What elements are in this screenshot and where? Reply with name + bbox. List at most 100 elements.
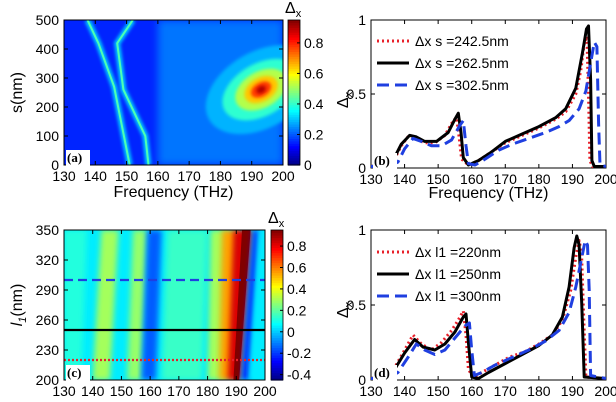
panel-a-colorbar-swatch [288,36,300,40]
panel-c-colorbar-swatch [271,237,283,241]
panel-b-legend-entry: Δx s =262.5nm [415,55,509,71]
panel-a-colorbar-swatch [288,109,300,113]
panel-b-legend-entry: Δx s =242.5nm [415,33,509,49]
panel-c-xtick-label: 160 [138,383,162,399]
panel-a-colorbar-swatch [288,148,300,152]
panel-c-colorbar-swatch [271,325,283,329]
panel-c-colorbar-swatch [271,317,283,321]
panel-c-colorbar-swatch [271,267,283,271]
panel-a-colorbar-swatch [288,49,300,53]
panel-b-ytick-label: 1 [358,12,366,28]
panel-c-colorbar-swatch [271,330,283,334]
panel-a-colorbar-swatch [288,128,300,132]
panel-c-band [233,230,251,380]
panel-b-xtick-label: 160 [460,171,484,187]
panel-c-colorbar-swatch [271,340,283,344]
panel-a-colorbar-swatch [288,138,300,142]
panel-c-colorbar-swatch [271,310,283,314]
panel-c-colorbar-swatch [271,262,283,266]
panel-a-colorbar-swatch [288,82,300,86]
panel-a-ytick-label: 100 [36,128,60,144]
panel-c-colorbar-swatch [271,367,283,371]
panel-c-colorbar-swatch [271,377,283,381]
panel-a-label: (a) [67,150,82,165]
panel-c-colorbar-swatch [271,295,283,299]
panel-a-colorbar-swatch [288,162,300,166]
panel-c-frame [63,229,266,381]
panel-b-label: (b) [374,153,390,168]
panel-c-colorbar-swatch [271,275,283,279]
panel-c-ytick-label: 320 [36,252,60,268]
panel-c-colorbar-swatch [271,350,283,354]
panel-c-colorbar-swatch [271,290,283,294]
panel-a-colorbar-swatch [288,20,300,24]
panel-a-colorbar-frame [287,19,301,166]
panel-c-colorbar-tick-label: 0.4 [287,281,307,297]
panel-a-colorbar-swatch [288,56,300,60]
panel-c-colorbar-swatch [271,357,283,361]
panel-a-colorbar-swatch [288,61,300,65]
panel-c-colorbar-swatch [271,285,283,289]
panel-b-label-bg [373,153,397,169]
panel-d-xtick-label: 160 [460,383,484,399]
panel-a-colorbar-swatch [288,133,300,137]
panel-b-plot-area [371,24,606,168]
panel-c-map [64,230,265,380]
panel-c-colorbar-swatch [271,365,283,369]
panel-c-xtick-label: 180 [196,383,220,399]
panel-a-colorbar-swatch [288,136,300,140]
panel-a-colorbar-swatch [288,143,300,147]
panel-c-colorbar-tick-label: -0.4 [287,367,311,383]
panel-a-colorbar-tick-label: 0.2 [304,126,324,142]
panel-a-colorbar-label: Δx [285,0,302,20]
panel-c-colorbar-swatch [271,300,283,304]
panel-b-series-line [371,24,606,168]
panel-c-colorbar-swatch [271,232,283,236]
panel-c-band [64,230,87,380]
panel-b-legend-entry: Δx s =302.5nm [415,77,509,93]
panel-a-colorbar-swatch [288,24,300,28]
panel-c-colorbar-swatch [271,375,283,379]
panel-a-ridge [86,20,131,165]
panel-c-xtick-label: 170 [167,383,191,399]
panel-a-xtick-label: 190 [240,168,264,184]
panel-a-colorbar-swatch [288,111,300,115]
panel-a-ytick-label: 0 [51,157,59,173]
panel-a-colorbar-swatch [288,75,300,79]
panel-a-colorbar-swatch [288,94,300,98]
panel-a-colorbar-swatch [288,34,300,38]
panel-c-colorbar-swatch [271,240,283,244]
panel-a-colorbar-swatch [288,58,300,62]
panel-a-colorbar-swatch [288,145,300,149]
panel-a-colorbar-swatch [288,140,300,144]
panel-c-colorbar-swatch [271,272,283,276]
panel-c-xtick-label: 140 [81,383,105,399]
panel-a-colorbar-swatch [288,131,300,135]
panel-a-colorbar-swatch [288,44,300,48]
panel-c-band [161,230,208,380]
panel-c-colorbar-swatch [271,235,283,239]
panel-a-colorbar-swatch [288,78,300,82]
panel-c-band [92,230,119,380]
panel-a-ytick-label: 200 [36,99,60,115]
panel-a-xlabel: Frequency (THz) [113,184,233,201]
panel-a-map [64,20,283,165]
panel-b-series-line [371,40,606,168]
panel-a-colorbar-swatch [288,65,300,69]
panel-c-colorbar-swatch [271,230,283,234]
panel-c-ytick-label: 290 [36,282,60,298]
panel-c-colorbar-swatch [271,280,283,284]
panel-a-frame [63,19,284,166]
panel-a-colorbar-swatch [288,29,300,33]
panel-a-colorbar-swatch [288,92,300,96]
panel-a-xtick-label: 170 [177,168,201,184]
panel-c-colorbar-swatch [271,335,283,339]
panel-c-colorbar-swatch [271,320,283,324]
panel-d-xtick-label: 150 [426,383,450,399]
panel-c-ytick-label: 260 [36,312,60,328]
panel-c-colorbar-tick-label: -0.2 [287,345,311,361]
panel-a-colorbar-swatch [288,46,300,50]
panel-c-colorbar-frame [270,229,284,381]
panel-c-colorbar-swatch [271,247,283,251]
